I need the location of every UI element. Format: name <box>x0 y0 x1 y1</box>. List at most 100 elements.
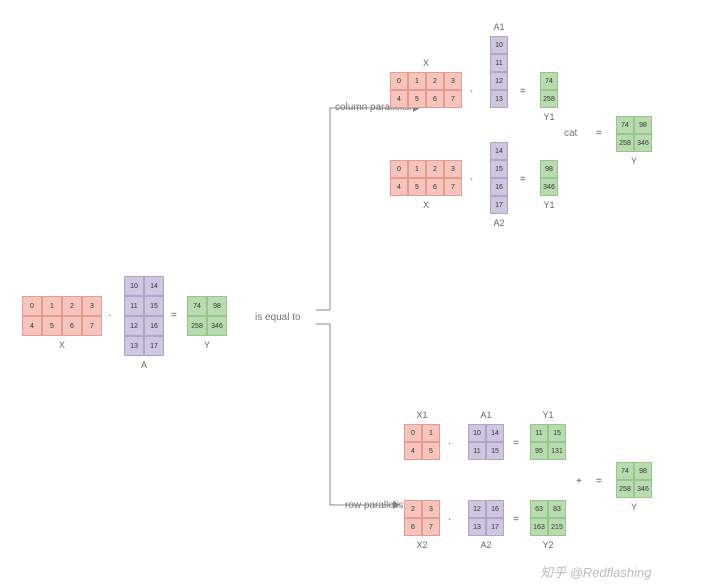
matrix-cell: 2 <box>426 160 444 178</box>
row-Y1: 111595131 <box>530 424 566 460</box>
matrix-cell: 163 <box>530 518 548 536</box>
op-eq: = <box>520 174 526 185</box>
op-dot: · <box>108 310 111 321</box>
op-eq: = <box>513 514 519 525</box>
matrix-cell: 258 <box>616 480 634 498</box>
matrix-label: X <box>390 200 462 210</box>
op-dot: · <box>470 174 473 185</box>
matrix-X: 01234567 <box>22 296 102 336</box>
matrix-cell: 11 <box>468 442 486 460</box>
matrix-cell: 10 <box>124 276 144 296</box>
matrix-cell: 2 <box>62 296 82 316</box>
matrix-cell: 7 <box>444 178 462 196</box>
matrix-cell: 98 <box>207 296 227 316</box>
col-X-top: 01234567 <box>390 72 462 108</box>
matrix-label: A2 <box>490 218 508 228</box>
matrix-cell: 3 <box>444 160 462 178</box>
matrix-cell: 4 <box>390 90 408 108</box>
row-A1: 10141115 <box>468 424 504 460</box>
matrix-label: Y1 <box>540 200 558 210</box>
matrix-cell: 12 <box>124 316 144 336</box>
row-A2: 12161317 <box>468 500 504 536</box>
matrix-cell: 17 <box>486 518 504 536</box>
matrix-A: 1014111512161317 <box>124 276 164 356</box>
op-dot: · <box>470 86 473 97</box>
matrix-cell: 346 <box>540 178 558 196</box>
matrix-cell: 0 <box>404 424 422 442</box>
row-X2: 2367 <box>404 500 440 536</box>
matrix-cell: 7 <box>82 316 102 336</box>
branch-arrows <box>0 0 720 585</box>
matrix-cell: 17 <box>490 196 508 214</box>
matrix-label: Y <box>616 502 652 512</box>
matrix-cell: 11 <box>530 424 548 442</box>
matrix-cell: 14 <box>486 424 504 442</box>
matrix-cell: 1 <box>408 72 426 90</box>
matrix-cell: 215 <box>548 518 566 536</box>
matrix-cell: 7 <box>422 518 440 536</box>
col-A1: 10111213 <box>490 36 508 108</box>
matrix-cell: 17 <box>144 336 164 356</box>
matrix-label: Y <box>616 156 652 166</box>
matrix-cell: 6 <box>62 316 82 336</box>
op-eq: = <box>596 128 602 139</box>
matrix-cell: 74 <box>616 462 634 480</box>
matrix-cell: 15 <box>486 442 504 460</box>
matrix-cell: 5 <box>408 90 426 108</box>
matrix-cell: 5 <box>422 442 440 460</box>
matrix-cell: 346 <box>207 316 227 336</box>
matrix-cell: 16 <box>144 316 164 336</box>
matrix-cell: 74 <box>540 72 558 90</box>
matrix-cell: 98 <box>634 116 652 134</box>
is-equal-to-label: is equal to <box>255 312 301 323</box>
matrix-cell: 74 <box>187 296 207 316</box>
matrix-cell: 0 <box>22 296 42 316</box>
matrix-Y: 7498258346 <box>187 296 227 336</box>
matrix-cell: 7 <box>444 90 462 108</box>
matrix-cell: 13 <box>468 518 486 536</box>
op-eq: = <box>171 310 177 321</box>
matrix-cell: 4 <box>404 442 422 460</box>
matrix-cell: 13 <box>124 336 144 356</box>
matrix-label: Y2 <box>530 540 566 550</box>
matrix-cell: 3 <box>82 296 102 316</box>
matrix-cell: 131 <box>548 442 566 460</box>
matrix-cell: 15 <box>548 424 566 442</box>
matrix-cell: 4 <box>390 178 408 196</box>
matrix-cell: 1 <box>42 296 62 316</box>
matrix-cell: 258 <box>187 316 207 336</box>
matrix-cell: 98 <box>540 160 558 178</box>
matrix-cell: 74 <box>616 116 634 134</box>
matrix-cell: 3 <box>422 500 440 518</box>
matrix-cell: 2 <box>426 72 444 90</box>
op-eq: = <box>513 438 519 449</box>
matrix-cell: 98 <box>634 462 652 480</box>
op-eq: = <box>520 86 526 97</box>
matrix-cell: 95 <box>530 442 548 460</box>
cat-label: cat <box>564 128 577 139</box>
col-Y1-bot: 98346 <box>540 160 558 196</box>
matrix-cell: 6 <box>404 518 422 536</box>
matrix-cell: 346 <box>634 480 652 498</box>
matrix-cell: 5 <box>42 316 62 336</box>
col-X-bot: 01234567 <box>390 160 462 196</box>
matrix-cell: 15 <box>490 160 508 178</box>
matrix-cell: 12 <box>490 72 508 90</box>
matrix-label: Y <box>187 340 227 350</box>
matrix-cell: 258 <box>540 90 558 108</box>
matrix-cell: 0 <box>390 160 408 178</box>
row-Y2: 6383163215 <box>530 500 566 536</box>
matrix-cell: 5 <box>408 178 426 196</box>
op-eq: = <box>596 476 602 487</box>
matrix-cell: 11 <box>124 296 144 316</box>
col-Y1-top: 74258 <box>540 72 558 108</box>
matrix-cell: 12 <box>468 500 486 518</box>
col-Y-final: 7498258346 <box>616 116 652 152</box>
op-dot: · <box>448 514 451 525</box>
row-Y-final: 7498258346 <box>616 462 652 498</box>
matrix-label: X <box>22 340 102 350</box>
matrix-cell: 3 <box>444 72 462 90</box>
matrix-label: A1 <box>468 410 504 420</box>
matrix-cell: 11 <box>490 54 508 72</box>
matrix-cell: 10 <box>468 424 486 442</box>
